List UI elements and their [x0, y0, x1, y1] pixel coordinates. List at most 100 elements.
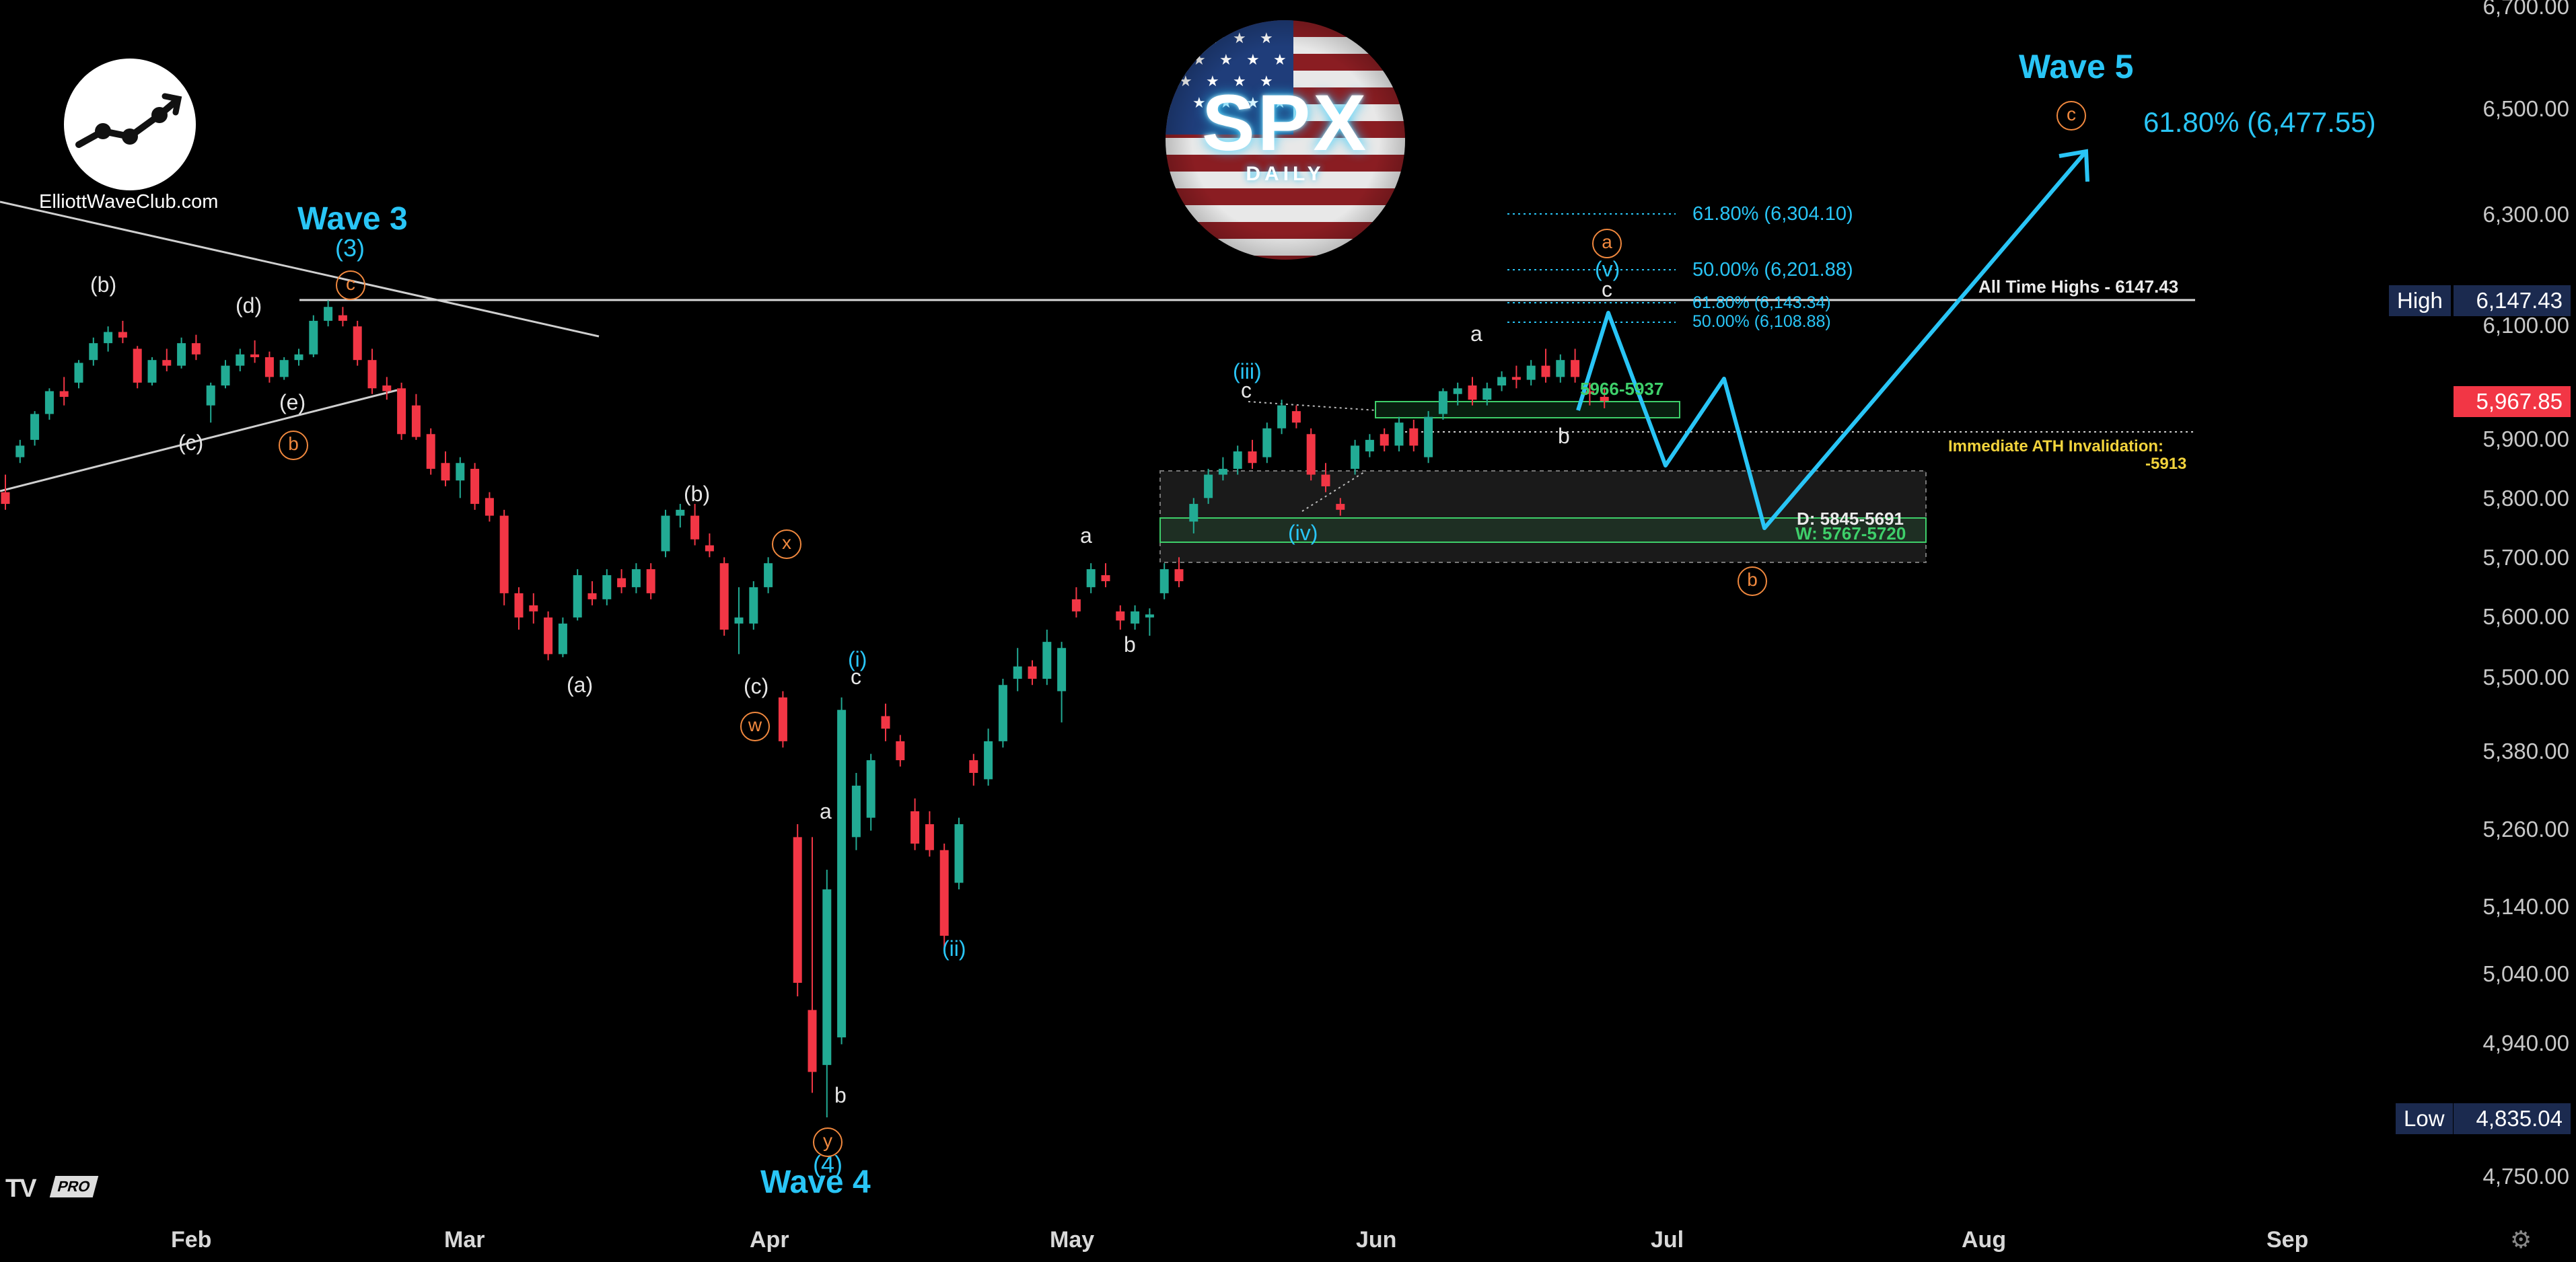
candle-body[interactable] — [939, 850, 949, 936]
candle-body[interactable] — [397, 388, 406, 435]
candle-body[interactable] — [866, 760, 875, 818]
candle-body[interactable] — [59, 391, 69, 397]
candle-body[interactable] — [485, 498, 494, 516]
candle-body[interactable] — [221, 365, 230, 386]
candle-body[interactable] — [925, 824, 934, 850]
candle-body[interactable] — [690, 515, 700, 540]
candle-body[interactable] — [294, 354, 303, 361]
candle-body[interactable] — [1394, 422, 1404, 446]
candle-body[interactable] — [1306, 434, 1316, 475]
candle-body[interactable] — [1291, 411, 1301, 423]
candle-body[interactable] — [587, 593, 597, 599]
candle-body[interactable] — [1174, 569, 1184, 581]
candle-body[interactable] — [749, 587, 758, 624]
candle-body[interactable] — [177, 343, 186, 366]
candle-body[interactable] — [808, 1010, 817, 1072]
candle-body[interactable] — [734, 617, 744, 624]
candle-body[interactable] — [1189, 504, 1198, 522]
candle-body[interactable] — [646, 569, 655, 593]
candle-body[interactable] — [324, 307, 333, 321]
candle-body[interactable] — [1057, 648, 1067, 692]
candle-body[interactable] — [558, 623, 567, 655]
candle-body[interactable] — [529, 605, 538, 611]
candle-body[interactable] — [499, 515, 509, 593]
candle-body[interactable] — [191, 343, 201, 355]
candle-body[interactable] — [1497, 377, 1507, 386]
zone-w[interactable] — [1159, 517, 1927, 543]
candle-body[interactable] — [998, 685, 1007, 741]
candle-body[interactable] — [793, 837, 802, 983]
candle-body[interactable] — [661, 515, 670, 552]
candle-body[interactable] — [1571, 360, 1580, 377]
candle-body[interactable] — [74, 363, 83, 383]
candle-body[interactable] — [411, 405, 421, 437]
candle-body[interactable] — [676, 509, 685, 516]
candle-body[interactable] — [470, 468, 480, 505]
candle-body[interactable] — [910, 811, 920, 844]
candle-body[interactable] — [969, 760, 978, 773]
candle-body[interactable] — [279, 360, 289, 377]
candle-body[interactable] — [1321, 474, 1330, 486]
channel-line-lower[interactable] — [0, 389, 398, 492]
candle-body[interactable] — [1600, 396, 1609, 401]
candle-body[interactable] — [1453, 388, 1462, 394]
candle-body[interactable] — [147, 360, 157, 383]
candle-body[interactable] — [1159, 569, 1169, 593]
candle-body[interactable] — [544, 617, 553, 655]
candle-body[interactable] — [1438, 391, 1447, 414]
candle-body[interactable] — [631, 569, 641, 587]
projection-path[interactable] — [1576, 150, 2088, 530]
candle-body[interactable] — [236, 354, 245, 366]
candle-body[interactable] — [764, 563, 773, 587]
candle-body[interactable] — [426, 434, 435, 469]
zone-small[interactable] — [1375, 401, 1680, 418]
candle-body[interactable] — [309, 320, 318, 355]
candle-body[interactable] — [89, 343, 98, 361]
candle-body[interactable] — [1380, 434, 1389, 446]
candle-body[interactable] — [1336, 504, 1345, 510]
candle-body[interactable] — [30, 414, 40, 440]
candle-body[interactable] — [1541, 365, 1550, 377]
candle-body[interactable] — [1585, 391, 1594, 394]
candle-body[interactable] — [1013, 666, 1022, 679]
candle-body[interactable] — [1351, 445, 1360, 469]
candle-body[interactable] — [1, 492, 10, 505]
candle-body[interactable] — [1145, 614, 1154, 618]
candle-body[interactable] — [353, 326, 362, 361]
candle-body[interactable] — [1218, 468, 1227, 475]
candle-body[interactable] — [1482, 388, 1492, 400]
candle-body[interactable] — [602, 575, 612, 599]
candle-body[interactable] — [1071, 599, 1081, 611]
candle-body[interactable] — [250, 354, 260, 358]
candle-body[interactable] — [1028, 666, 1037, 679]
candle-body[interactable] — [264, 357, 274, 377]
settings-gear-icon[interactable]: ⚙ — [2510, 1226, 2532, 1253]
channel-line-upper[interactable] — [0, 200, 600, 338]
candle-body[interactable] — [456, 463, 465, 481]
candle-body[interactable] — [1248, 451, 1257, 463]
candle-body[interactable] — [118, 332, 127, 338]
candle-body[interactable] — [162, 360, 172, 366]
candle-body[interactable] — [382, 385, 392, 392]
candle-body[interactable] — [1409, 428, 1419, 446]
candle-body[interactable] — [1086, 569, 1096, 587]
candle-body[interactable] — [133, 348, 142, 383]
candle-body[interactable] — [104, 332, 113, 344]
candle-body[interactable] — [1116, 611, 1125, 621]
candle-body[interactable] — [1204, 474, 1213, 498]
candle-body[interactable] — [896, 741, 905, 761]
candle-body[interactable] — [206, 385, 215, 406]
candle-body[interactable] — [367, 360, 377, 389]
candle-body[interactable] — [44, 391, 54, 414]
candle-body[interactable] — [881, 716, 890, 729]
candle-body[interactable] — [1101, 575, 1110, 581]
candle-body[interactable] — [984, 741, 993, 780]
candle-body[interactable] — [15, 445, 25, 457]
candle-body[interactable] — [1424, 416, 1433, 457]
candle-body[interactable] — [1511, 377, 1521, 380]
candle-body[interactable] — [1042, 642, 1052, 679]
candle-body[interactable] — [1277, 405, 1287, 429]
candle-body[interactable] — [514, 593, 524, 618]
candle-body[interactable] — [617, 578, 627, 587]
candle-body[interactable] — [441, 463, 450, 481]
